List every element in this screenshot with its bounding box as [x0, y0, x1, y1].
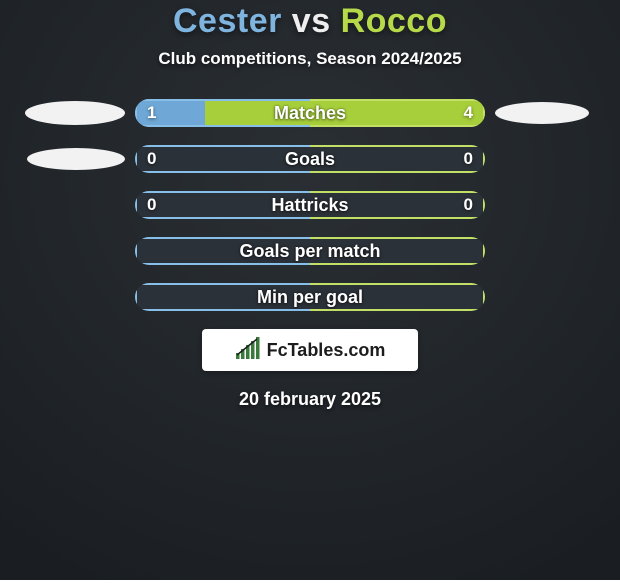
bar-label: Goals — [135, 145, 485, 173]
stat-bar: Goals per match — [135, 237, 485, 265]
bar-value-right: 4 — [464, 99, 473, 127]
stat-row: Goals per match — [0, 237, 620, 265]
stat-bar: Min per goal — [135, 283, 485, 311]
page-title: Cester vs Rocco — [0, 2, 620, 41]
bar-value-left: 1 — [147, 99, 156, 127]
bar-label: Matches — [135, 99, 485, 127]
stat-row: Matches1 4 — [0, 99, 620, 127]
right-slot — [485, 145, 595, 173]
bar-value-left: 0 — [147, 191, 156, 219]
bar-label: Hattricks — [135, 191, 485, 219]
date-text: 20 february 2025 — [0, 389, 620, 410]
site-badge-text: FcTables.com — [267, 340, 386, 361]
left-slot — [25, 191, 135, 219]
stat-bar: Hattricks0 0 — [135, 191, 485, 219]
placeholder-ellipse — [27, 148, 125, 170]
left-slot — [25, 99, 135, 127]
right-slot — [485, 283, 595, 311]
placeholder-ellipse — [495, 102, 589, 124]
bar-label: Min per goal — [135, 283, 485, 311]
right-slot — [485, 191, 595, 219]
left-slot — [25, 237, 135, 265]
stat-row: Hattricks0 0 — [0, 191, 620, 219]
stat-row: Min per goal — [0, 283, 620, 311]
bar-label: Goals per match — [135, 237, 485, 265]
bar-value-right: 0 — [464, 191, 473, 219]
right-slot — [485, 99, 595, 127]
site-badge-icon — [235, 337, 261, 364]
title-player2: Rocco — [341, 2, 447, 40]
stat-bar: Matches1 4 — [135, 99, 485, 127]
title-vs: vs — [292, 2, 331, 40]
bar-value-left: 0 — [147, 145, 156, 173]
stats-rows: Matches14Goals00Hattricks00Goals per mat… — [0, 99, 620, 311]
left-slot — [25, 145, 135, 173]
content-root: Cester vs Rocco Club competitions, Seaso… — [0, 0, 620, 410]
placeholder-ellipse — [25, 101, 125, 125]
stat-bar: Goals0 0 — [135, 145, 485, 173]
subtitle: Club competitions, Season 2024/2025 — [0, 49, 620, 69]
site-badge: FcTables.com — [202, 329, 418, 371]
bar-value-right: 0 — [464, 145, 473, 173]
left-slot — [25, 283, 135, 311]
right-slot — [485, 237, 595, 265]
stat-row: Goals0 0 — [0, 145, 620, 173]
title-player1: Cester — [173, 2, 282, 40]
